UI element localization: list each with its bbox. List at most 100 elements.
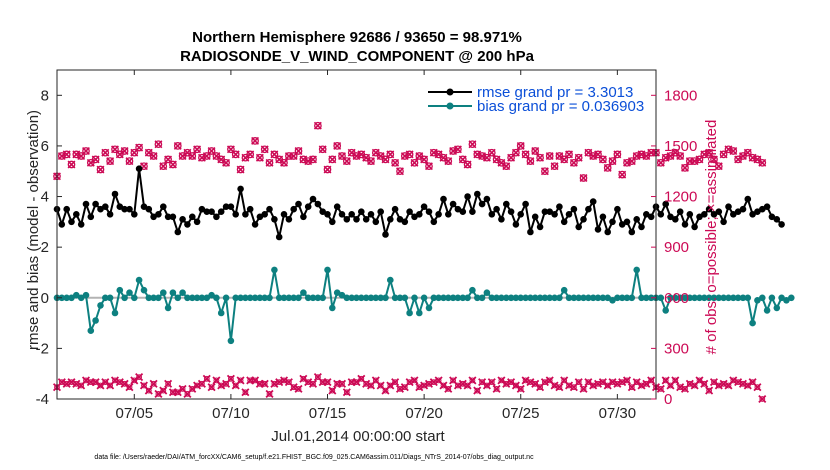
- obs-possible-cross: [405, 150, 414, 159]
- bias-point: [275, 294, 283, 302]
- bias-series: [53, 266, 795, 345]
- rmse-point: [131, 211, 138, 218]
- obs-possible-point: [125, 157, 134, 165]
- bias-point: [599, 294, 607, 302]
- bias-point: [440, 294, 447, 302]
- obs-assimilated-ring: [628, 384, 635, 391]
- obs-possible-point: [613, 150, 622, 159]
- obs-possible-point: [130, 148, 139, 157]
- plot-area: [52, 121, 795, 404]
- rmse-point: [503, 200, 510, 208]
- obs-possible-cross: [309, 155, 317, 164]
- obs-possible-point: [487, 148, 496, 157]
- chart-title-line1: Northern Hemisphere 92686 / 93650 = 98.9…: [192, 29, 522, 46]
- rmse-point: [763, 203, 771, 210]
- rmse-point: [445, 211, 452, 218]
- bias-point: [696, 294, 703, 302]
- obs-possible-point: [251, 137, 259, 145]
- obs-possible-point: [193, 145, 201, 154]
- obs-possible-point: [173, 142, 182, 150]
- bias-point: [763, 307, 771, 314]
- rmse-point: [672, 216, 679, 223]
- rmse-point: [739, 205, 747, 213]
- obs-possible-point: [681, 164, 689, 172]
- obs-possible-point: [570, 158, 578, 167]
- obs-possible-cross: [149, 152, 158, 161]
- obs-possible-cross: [367, 157, 375, 166]
- bias-point: [454, 294, 462, 302]
- bias-point: [111, 309, 119, 317]
- bias-point: [527, 294, 534, 302]
- bias-point: [102, 294, 109, 302]
- rmse-point: [387, 216, 394, 223]
- obs-possible-point: [62, 150, 71, 159]
- obs-possible-cross: [681, 163, 689, 172]
- obs-possible-cross: [396, 167, 404, 176]
- obs-possible-point: [396, 167, 404, 176]
- bias-point: [744, 294, 752, 302]
- obs-possible-cross: [758, 158, 767, 167]
- rmse-point: [594, 226, 602, 233]
- obs-possible-cross: [328, 155, 337, 164]
- obs-assimilated-point: [487, 378, 496, 387]
- bias-point: [783, 297, 790, 304]
- rmse-point: [614, 205, 621, 213]
- obs-possible-point: [656, 158, 665, 167]
- bias-point: [362, 294, 370, 302]
- obs-assimilated-ring: [295, 386, 302, 392]
- rmse-point: [507, 208, 515, 215]
- rmse-point: [338, 211, 346, 218]
- bias-point: [411, 294, 418, 302]
- legend-bias-marker: [446, 102, 454, 110]
- bias-point: [773, 304, 781, 312]
- rmse-point: [121, 205, 128, 213]
- bias-point: [531, 294, 539, 302]
- obs-assimilated-point: [202, 374, 211, 383]
- bias-point: [657, 294, 665, 302]
- rmse-point: [575, 223, 582, 231]
- obs-assimilated-ring: [372, 377, 379, 384]
- rmse-point: [135, 165, 143, 172]
- obs-possible-point: [627, 157, 636, 165]
- bias-point: [160, 289, 167, 297]
- obs-possible-cross: [579, 174, 588, 182]
- rmse-point: [82, 200, 90, 208]
- bias-point: [63, 294, 70, 302]
- bias-point: [720, 294, 727, 302]
- bias-point: [261, 294, 269, 302]
- obs-assimilated-ring: [648, 377, 655, 384]
- obs-possible-cross: [565, 150, 574, 159]
- obs-assimilated-point: [671, 376, 680, 385]
- bias-point: [222, 294, 230, 302]
- bias-point: [425, 304, 433, 312]
- bias-point: [329, 304, 336, 312]
- rmse-point: [343, 216, 351, 223]
- bias-point: [725, 294, 732, 302]
- obs-possible-cross: [318, 145, 327, 154]
- obs-possible-cross: [613, 150, 622, 159]
- obs-possible-cross: [705, 148, 714, 157]
- rmse-point: [184, 221, 191, 228]
- obs-assimilated-ring: [701, 380, 708, 387]
- bias-point: [469, 286, 476, 294]
- rmse-point: [469, 208, 476, 215]
- obs-possible-point: [285, 152, 293, 160]
- bias-point: [406, 309, 413, 317]
- obs-possible-point: [265, 158, 274, 167]
- y-right-tick-label: 1200: [664, 189, 697, 206]
- bias-point: [295, 294, 302, 302]
- legend-rmse-marker: [446, 88, 454, 96]
- obs-assimilated-point: [622, 376, 632, 385]
- obs-assimilated-ring: [358, 375, 365, 382]
- rmse-point: [92, 200, 99, 208]
- bias-point: [570, 294, 578, 302]
- obs-possible-point: [342, 157, 351, 165]
- bias-point: [546, 294, 553, 302]
- obs-possible-cross: [222, 158, 231, 167]
- rmse-point: [189, 213, 196, 221]
- obs-assimilated-ring: [580, 386, 587, 392]
- y-axis-label: rmse and bias (model - observation): [25, 110, 42, 350]
- obs-possible-point: [222, 158, 230, 167]
- bias-point: [676, 294, 684, 302]
- obs-assimilated-point: [294, 384, 303, 393]
